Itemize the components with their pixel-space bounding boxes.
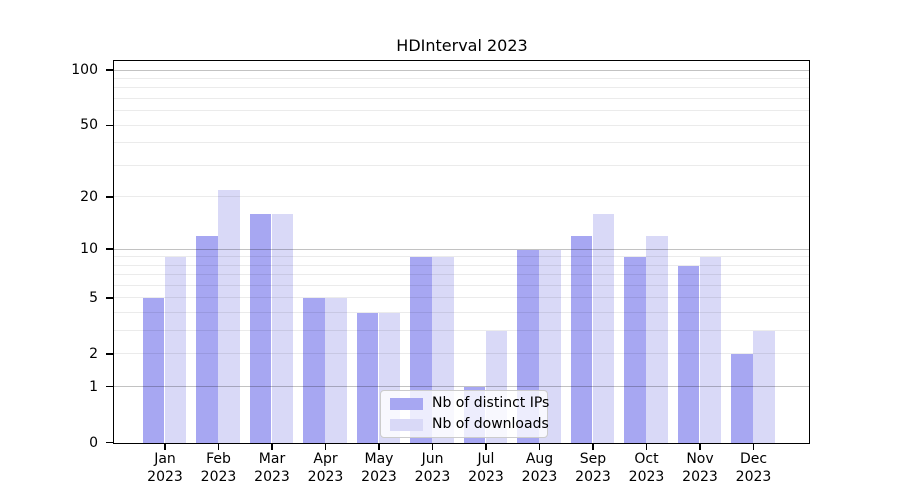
- x-tick-mark-jan: [164, 444, 166, 450]
- bar-ips-dec: [731, 354, 753, 443]
- x-tick-label-aug: Aug 2023: [521, 451, 558, 485]
- plot-area: [113, 60, 810, 444]
- legend: Nb of distinct IPs Nb of downloads: [380, 390, 549, 438]
- legend-swatch-downloads: [390, 418, 423, 431]
- x-tick-label-dec: Dec 2023: [735, 451, 772, 485]
- y-tick-label-20: 20: [80, 188, 98, 205]
- x-tick-label-apr: Apr 2023: [307, 451, 344, 485]
- x-tick-label-may: May 2023: [361, 451, 397, 485]
- y-tick-label-5: 5: [89, 289, 98, 306]
- x-tick-label-feb: Feb 2023: [200, 451, 237, 485]
- y-tick-label-100: 100: [71, 62, 98, 79]
- bar-downloads-apr: [325, 298, 347, 443]
- bar-ips-apr: [303, 298, 325, 443]
- y-tick-mark-1: [106, 385, 113, 388]
- x-tick-label-nov: Nov 2023: [682, 451, 718, 485]
- x-tick-mark-sep: [592, 444, 594, 450]
- bar-ips-jan: [142, 298, 165, 443]
- bar-downloads-sep: [592, 214, 615, 443]
- legend-item-downloads: Nb of downloads: [390, 416, 549, 433]
- y-tick-label-1: 1: [89, 378, 98, 395]
- legend-swatch-distinct-ips: [390, 397, 423, 410]
- y-tick-mark-0: [106, 441, 113, 444]
- x-tick-label-mar: Mar 2023: [254, 451, 290, 485]
- y-tick-label-10: 10: [80, 241, 98, 258]
- legend-item-distinct-ips: Nb of distinct IPs: [390, 395, 549, 412]
- bar-downloads-dec: [753, 331, 775, 443]
- bar-downloads-jan: [164, 257, 187, 443]
- bar-ips-mar: [249, 214, 272, 443]
- bar-downloads-mar: [271, 214, 294, 443]
- y-tick-mark-5: [106, 297, 113, 299]
- x-tick-label-jan: Jan 2023: [147, 451, 183, 485]
- x-tick-mark-oct: [645, 444, 648, 450]
- bars-layer: [114, 61, 809, 443]
- chart-title: HDInterval 2023: [396, 36, 528, 55]
- x-tick-mark-aug: [538, 444, 541, 450]
- x-tick-mark-mar: [271, 444, 273, 450]
- bar-downloads-oct: [646, 236, 668, 443]
- y-tick-label-0: 0: [89, 434, 98, 451]
- x-tick-mark-may: [378, 444, 380, 450]
- y-tick-mark-50: [106, 124, 113, 126]
- y-tick-mark-20: [106, 196, 113, 198]
- y-tick-mark-100: [106, 69, 113, 71]
- x-tick-mark-feb: [217, 444, 220, 450]
- y-tick-label-2: 2: [89, 345, 98, 362]
- x-tick-mark-jul: [485, 444, 487, 450]
- bar-ips-feb: [196, 236, 218, 443]
- x-tick-mark-jun: [431, 444, 434, 450]
- x-tick-mark-dec: [752, 444, 755, 450]
- y-tick-mark-2: [106, 353, 113, 355]
- bar-ips-sep: [570, 236, 593, 443]
- legend-label-distinct-ips: Nb of distinct IPs: [432, 395, 550, 411]
- x-tick-mark-apr: [324, 444, 327, 450]
- x-tick-label-oct: Oct 2023: [628, 451, 665, 485]
- bar-ips-oct: [624, 257, 646, 443]
- y-tick-mark-10: [106, 248, 113, 250]
- bar-downloads-nov: [699, 257, 722, 443]
- x-tick-label-jul: Jul 2023: [468, 451, 504, 485]
- bar-ips-nov: [677, 265, 700, 443]
- x-tick-mark-nov: [699, 444, 701, 450]
- x-tick-label-jun: Jun 2023: [414, 451, 451, 485]
- legend-label-downloads: Nb of downloads: [432, 416, 549, 432]
- bar-ips-may: [356, 313, 379, 443]
- y-tick-label-50: 50: [80, 117, 98, 134]
- x-tick-label-sep: Sep 2023: [575, 451, 611, 485]
- bar-downloads-feb: [218, 190, 240, 443]
